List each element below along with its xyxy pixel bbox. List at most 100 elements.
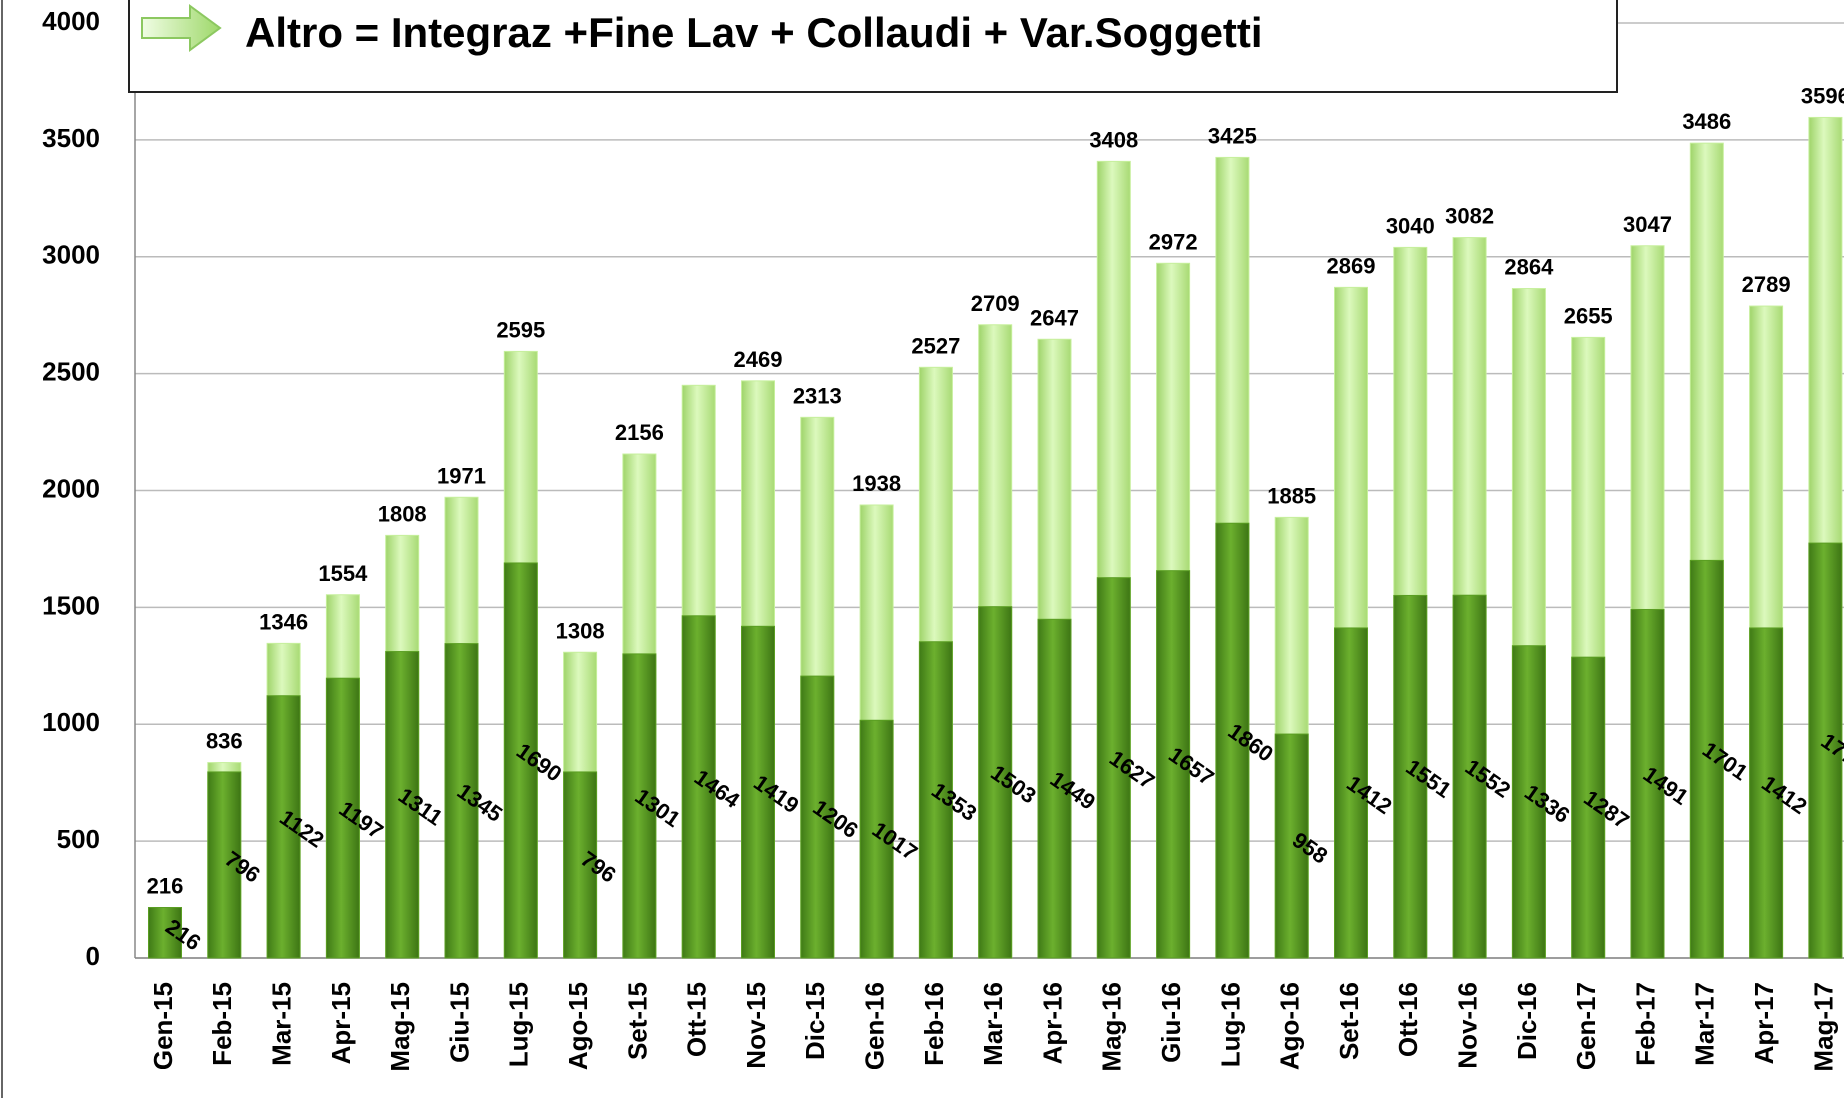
y-tick-label: 3500 [42,123,100,153]
bar [1037,618,1072,959]
x-tick-label: Ago-15 [563,982,593,1070]
value-label: 3082 [1445,204,1494,229]
x-tick-label: Apr-16 [1037,982,1067,1064]
value-label: 1938 [852,471,901,496]
value-label: 2709 [971,291,1020,316]
value-label: 3408 [1089,127,1138,152]
x-tick-label: Feb-16 [919,982,949,1066]
x-tick-label: Mag-15 [385,982,415,1072]
bar [266,695,301,959]
bar [1571,656,1606,959]
value-label: 1971 [437,463,486,488]
y-tick-label: 500 [57,824,100,854]
value-label: 3425 [1208,123,1257,148]
x-tick-label: Mar-17 [1690,982,1720,1066]
bar [978,606,1013,959]
y-tick-label: 2000 [42,473,100,503]
bar [1274,733,1309,959]
title-box [128,0,1618,93]
value-label: 2789 [1742,272,1791,297]
x-tick-label: Gen-17 [1571,982,1601,1070]
bar [1334,627,1368,959]
value-label: 3486 [1682,109,1731,134]
y-tick-label: 3000 [42,240,100,270]
x-tick-label: Dic-15 [800,982,830,1060]
x-tick-label: Ago-16 [1275,982,1305,1070]
value-label: 3596 [1801,83,1844,108]
plot-area: 0 500 1000 1500 2000 2500 3000 3500 4000 Gen-15 Fe… [42,6,1844,1072]
bar [385,651,420,959]
value-label: 1554 [318,561,368,586]
bar [622,653,657,959]
bar [681,615,716,959]
y-tick-label: 4000 [42,6,100,36]
y-tick-label: 1500 [42,590,100,620]
x-tick-label: Set-16 [1334,982,1364,1060]
arrow-icon [141,4,222,52]
bar [1630,608,1665,959]
bar [1511,645,1546,959]
value-label: 2595 [496,317,545,342]
x-tick-label: Gen-16 [859,982,889,1070]
x-tick-label: Lug-16 [1215,982,1245,1067]
x-tick-label: Ott-15 [682,982,712,1057]
x-tick-label: Giu-15 [444,982,474,1063]
bar [1452,594,1487,959]
value-label: 2313 [793,383,842,408]
chart-title: Altro = Integraz +Fine Lav + Collaudi + … [245,9,1263,56]
bar [1808,542,1843,959]
bar [444,643,479,959]
x-tick-label: Set-15 [622,982,652,1060]
value-label: 3040 [1386,213,1435,238]
x-tick-label: Nov-16 [1452,982,1482,1069]
bar [1096,577,1131,959]
x-tick-label: Gen-15 [148,982,178,1070]
bar [859,719,894,959]
value-label: 1885 [1267,483,1316,508]
value-label: 2655 [1564,303,1613,328]
x-tick-label: Giu-16 [1156,982,1186,1063]
x-tick-label: Lug-15 [504,982,534,1067]
bar [1689,559,1724,959]
x-tick-label: Feb-17 [1630,982,1660,1066]
bar [1215,522,1250,959]
x-tick-label: Ott-16 [1393,982,1423,1057]
bar [503,562,538,959]
value-label: 2864 [1504,255,1554,280]
x-tick-label: Mag-17 [1808,982,1838,1072]
value-label: 1346 [259,609,308,634]
value-label: 836 [206,729,243,754]
y-tick-label: 1000 [42,707,100,737]
value-label: 2972 [1149,229,1198,254]
value-label: 2469 [734,347,783,372]
bar [1749,627,1784,959]
x-tick-label: Dic-16 [1512,982,1542,1060]
x-tick-label: Feb-15 [207,982,237,1066]
value-label: 2527 [911,333,960,358]
bar [918,641,953,959]
value-label: 2869 [1327,253,1376,278]
x-tick-label: Apr-15 [326,982,356,1064]
x-tick-label: Mar-16 [978,982,1008,1066]
bar [148,907,182,959]
y-tick-label: 0 [86,941,100,971]
bar [741,625,775,959]
value-label: 1808 [378,501,427,526]
bar [1393,594,1428,959]
x-tick-label: Nov-15 [741,982,771,1069]
x-tick-label: Apr-17 [1749,982,1779,1064]
value-label: 2156 [615,420,664,445]
value-label: 216 [147,874,184,899]
x-tick-label: Mag-16 [1097,982,1127,1072]
bar [325,677,360,959]
bar [563,771,598,959]
bar [800,675,835,959]
value-label: 2647 [1030,305,1079,330]
bar [1156,570,1191,959]
value-label: 1308 [556,618,605,643]
y-tick-label: 2500 [42,357,100,387]
value-label: 3047 [1623,212,1672,237]
bar [207,771,242,959]
x-tick-label: Mar-15 [266,982,296,1066]
